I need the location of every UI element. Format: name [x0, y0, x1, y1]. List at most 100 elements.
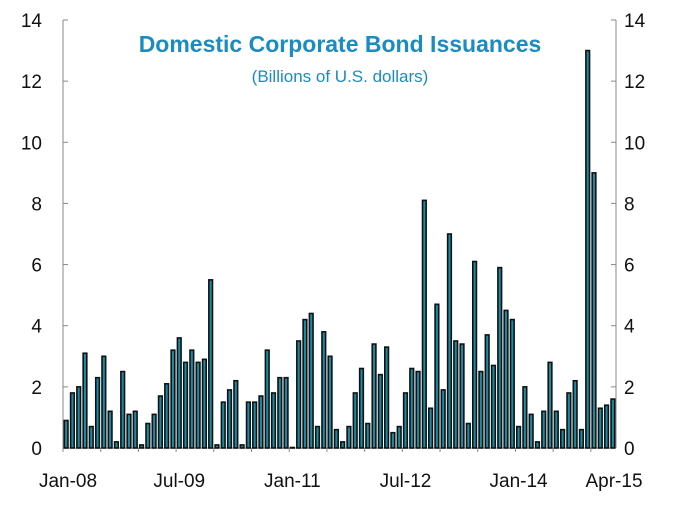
y-tick-label-left: 2 — [31, 378, 42, 399]
bar-Jul-08: Jul-08: 3 — [101, 355, 107, 449]
bar-Apr-09: Apr-09: 1.7 — [157, 395, 164, 449]
y-tick-label-left: 0 — [31, 439, 42, 460]
bar-Oct-10: Oct-10: 1.8 — [270, 392, 277, 449]
bar-Apr-15: Apr-15: 1.6 — [610, 398, 616, 449]
bar-Jun-08: Jun-08: 2.3 — [94, 376, 101, 449]
bar-Sep-13: Sep-13: 2.7 — [490, 364, 497, 449]
bar-Nov-14: Nov-14: 0.6 — [578, 428, 585, 449]
bar-Aug-12: Aug-12: 2.6 — [409, 367, 415, 449]
x-tick-label: Jul-09 — [153, 471, 205, 492]
bar-Feb-12: Feb-12: 3.4 — [371, 343, 377, 449]
bar-Feb-08: Feb-08: 1.8 — [69, 392, 76, 449]
bar-Mar-08: Mar-08: 2 — [76, 386, 82, 449]
bar-May-08: May-08: 0.7 — [88, 425, 94, 449]
bar-Nov-11: Nov-11: 1.8 — [352, 392, 358, 449]
x-tick-label: Apr-15 — [585, 471, 642, 492]
bar-Jan-13: Jan-13: 1.9 — [440, 389, 446, 449]
bar-Aug-09: Aug-09: 2.8 — [182, 361, 189, 449]
bar-May-12: May-12: 0.5 — [390, 431, 396, 449]
bar-Sep-08: Sep-08: 0.2 — [113, 441, 120, 449]
y-tick-label-right: 0 — [624, 439, 635, 460]
bar-Aug-13: Aug-13: 3.7 — [484, 334, 490, 449]
bar-Oct-13: Oct-13: 5.9 — [497, 266, 503, 449]
bar-Dec-08: Dec-08: 1.2 — [132, 410, 138, 449]
labels-layer: 0 0 2 2 4 4 6 6 8 8 10 10 12 12 14 14 Jan-08 Jul-09 Jan-11… — [21, 11, 646, 492]
y-tick-label-left: 10 — [21, 133, 42, 154]
chart-title: Domestic Corporate Bond Issuances — [139, 31, 542, 57]
bar-May-14: May-14: 1.2 — [541, 410, 547, 449]
bar-Jul-12: Jul-12: 1.8 — [402, 392, 409, 449]
x-tick-label: Jan-11 — [264, 471, 321, 492]
bar-Apr-08: Apr-08: 3.1 — [82, 352, 88, 449]
bar-Oct-14: Oct-14: 2.2 — [572, 379, 578, 449]
bar-Jan-10: Jan-10: 0.1 — [214, 444, 220, 449]
bar-Oct-11: Oct-11: 0.7 — [346, 425, 352, 449]
bar-Nov-13: Nov-13: 4.5 — [503, 309, 509, 449]
bar-Feb-13: Feb-13: 7 — [446, 233, 453, 449]
bar-Jun-13: Jun-13: 6.1 — [471, 260, 478, 449]
y-tick-label-left: 14 — [21, 11, 43, 32]
bar-Jul-11: Jul-11: 3 — [327, 355, 333, 449]
bar-Aug-10: Aug-10: 1.7 — [258, 395, 264, 449]
bar-Dec-14: Dec-14: 13 — [585, 49, 591, 449]
bar-May-11: May-11: 0.7 — [314, 425, 321, 449]
bar-Oct-12: Oct-12: 8.1 — [421, 199, 427, 449]
bar-Feb-09: Feb-09: 0.8 — [145, 422, 151, 449]
bar-Apr-12: Apr-12: 3.3 — [384, 346, 390, 449]
bar-Aug-11: Aug-11: 0.6 — [333, 428, 339, 449]
bar-Feb-14: Feb-14: 2 — [522, 386, 528, 449]
bar-Apr-14: Apr-14: 0.2 — [534, 441, 541, 449]
bar-Jan-11: Jan-11: 0 — [289, 446, 295, 449]
bar-Nov-12: Nov-12: 1.3 — [427, 407, 434, 449]
y-tick-label-right: 14 — [624, 11, 646, 32]
y-tick-label-right: 6 — [624, 256, 635, 277]
bar-Mar-09: Mar-09: 1.1 — [151, 413, 157, 449]
bar-Jan-14: Jan-14: 0.7 — [515, 425, 522, 449]
y-tick-label-left: 6 — [31, 256, 42, 277]
bar-Jan-12: Jan-12: 0.8 — [365, 422, 371, 449]
bar-Dec-11: Dec-11: 2.6 — [358, 367, 365, 449]
x-tick-label: Jul-12 — [380, 471, 432, 492]
bar-Dec-09: Dec-09: 5.5 — [208, 279, 214, 449]
bar-Jun-12: Jun-12: 0.7 — [396, 425, 402, 449]
bar-Sep-12: Sep-12: 2.5 — [415, 370, 421, 449]
bar-Aug-08: Aug-08: 1.2 — [107, 410, 113, 449]
bar-Apr-11: Apr-11: 4.4 — [308, 312, 314, 449]
bar-May-09: May-09: 2.1 — [164, 382, 170, 449]
y-tick-label-right: 12 — [624, 72, 645, 93]
bar-Dec-12: Dec-12: 4.7 — [434, 303, 440, 449]
bar-Aug-14: Aug-14: 0.6 — [559, 428, 566, 449]
bar-Jun-11: Jun-11: 3.8 — [321, 331, 327, 449]
bar-Feb-15: Feb-15: 1.3 — [597, 407, 603, 449]
y-tick-label-left: 4 — [31, 317, 42, 338]
x-tick-label: Jan-14 — [490, 471, 549, 492]
bar-Jan-15: Jan-15: 9 — [591, 172, 597, 449]
bar-Oct-08: Oct-08: 2.5 — [120, 370, 126, 449]
y-tick-label-right: 10 — [624, 133, 645, 154]
chart-subtitle: (Billions of U.S. dollars) — [252, 67, 429, 86]
bar-Jan-09: Jan-09: 0.1 — [138, 444, 145, 449]
bar-Nov-08: Nov-08: 1.1 — [126, 413, 132, 449]
bar-Mar-15: Mar-15: 1.4 — [603, 404, 610, 449]
bar-Mar-13: Mar-13: 3.5 — [453, 340, 459, 449]
y-tick-label-left: 8 — [31, 194, 42, 215]
bar-Nov-09: Nov-09: 2.9 — [201, 358, 208, 449]
bar-Apr-13: Apr-13: 3.4 — [459, 343, 465, 449]
bar-May-13: May-13: 0.8 — [465, 422, 471, 449]
y-tick-label-left: 12 — [21, 72, 42, 93]
bar-Jul-13: Jul-13: 2.5 — [478, 370, 484, 449]
bar-Mar-12: Mar-12: 2.4 — [377, 373, 383, 449]
bar-Feb-10: Feb-10: 1.5 — [220, 401, 226, 449]
bar-Dec-13: Dec-13: 4.2 — [509, 318, 515, 449]
y-tick-label-right: 8 — [624, 194, 635, 215]
bar-Sep-11: Sep-11: 0.2 — [340, 441, 346, 449]
y-tick-label-right: 2 — [624, 378, 635, 399]
bar-May-10: May-10: 0.1 — [239, 444, 245, 449]
bar-Dec-10: Dec-10: 2.3 — [283, 376, 289, 449]
bar-Jul-09: Jul-09: 3.6 — [176, 337, 182, 449]
bar-Feb-11: Feb-11: 3.5 — [296, 340, 302, 449]
bar-Jul-10: Jul-10: 1.5 — [252, 401, 258, 449]
bar-Sep-10: Sep-10: 3.2 — [264, 349, 270, 449]
